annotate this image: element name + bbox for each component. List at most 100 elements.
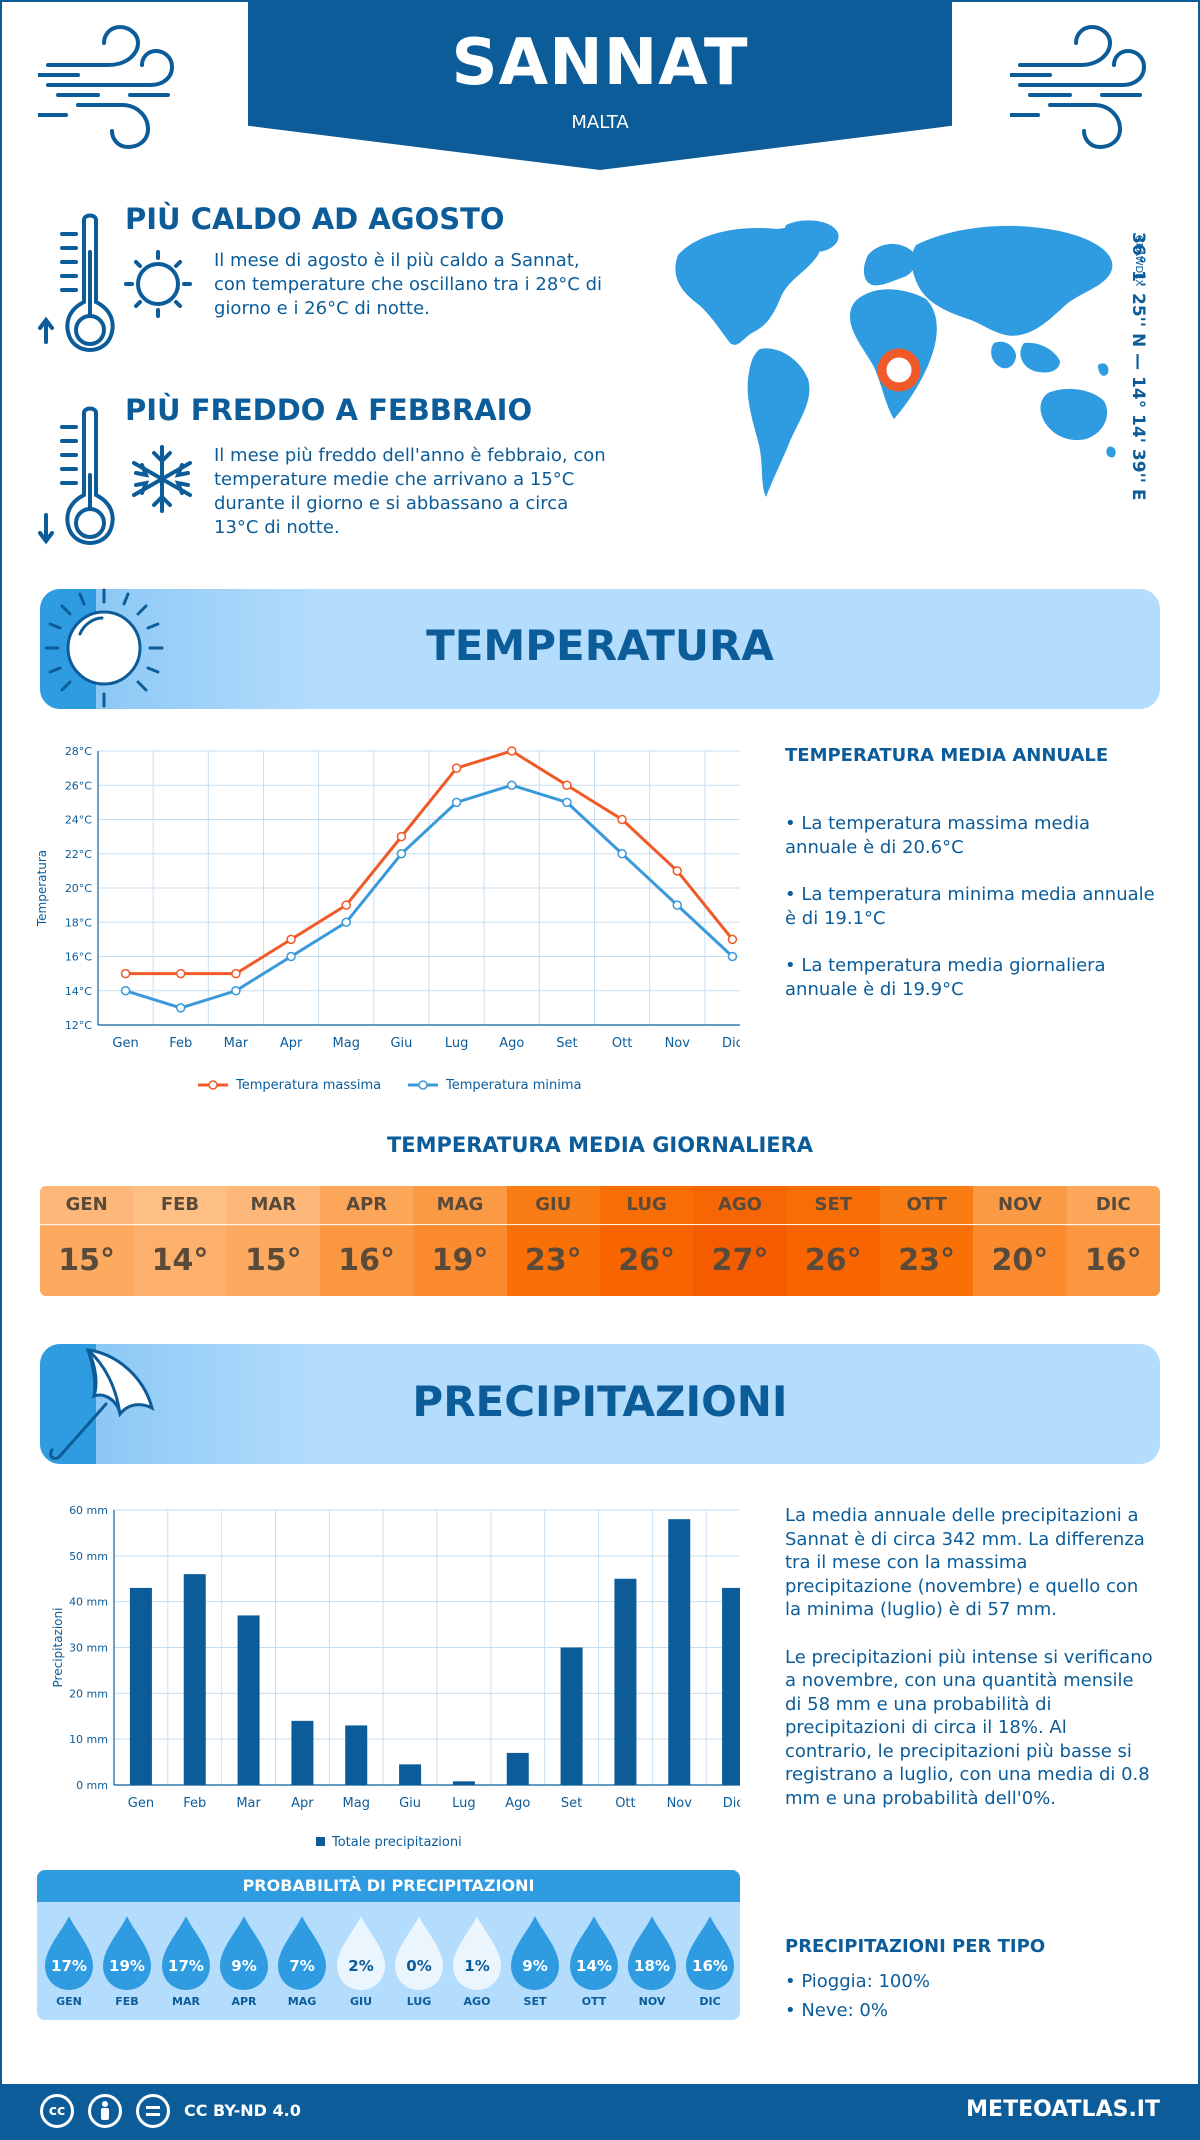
y-tick-label: 10 mm	[69, 1733, 108, 1746]
drop-icon	[45, 1916, 93, 1990]
precipitation-bar	[237, 1615, 260, 1785]
probability-month: DIC	[700, 1995, 721, 2006]
x-tick-label: Ott	[615, 1796, 635, 1811]
sun-icon	[44, 588, 164, 708]
country-subtitle: MALTA	[571, 112, 629, 133]
max-temperature-point	[672, 866, 682, 876]
daily-month-label: AGO	[693, 1186, 787, 1224]
daily-temperature-value: 26°	[599, 1226, 694, 1296]
drop-icon	[278, 1916, 327, 1990]
drop-icon	[161, 1916, 210, 1990]
daily-temperature-cell: LUG 26°	[599, 1186, 694, 1296]
y-tick-label: 50 mm	[69, 1550, 108, 1563]
daily-temperature-value: 16°	[1066, 1226, 1160, 1296]
drop-icon	[394, 1916, 443, 1990]
daily-temperature-cell: FEB 14°	[133, 1186, 227, 1296]
min-temperature-point	[176, 1003, 186, 1013]
probability-month: LUG	[407, 1995, 432, 2006]
probability-month: GEN	[56, 1995, 82, 2006]
x-tick-label: Gen	[112, 1036, 138, 1051]
max-temperature-point	[727, 934, 738, 945]
y-tick-label: 14°C	[65, 985, 92, 998]
temperature-chart: 12°C 14°C 16°C 18°C 20°C 22°C 24°C 26°C 28°C Gen F…	[35, 745, 740, 1093]
max-temperature-point	[562, 780, 572, 790]
wind-icon	[38, 25, 175, 150]
no-derivatives-icon	[136, 2094, 170, 2128]
daily-temperature-cell: AGO 27°	[693, 1186, 787, 1296]
max-temperature-point	[286, 934, 296, 945]
precipitation-bar	[129, 1587, 152, 1785]
daily-month-label: APR	[319, 1186, 414, 1224]
drop-icon	[103, 1916, 152, 1990]
legend-precipitation: Totale precipitazioni	[331, 1835, 462, 1850]
daily-temperature-value: 26°	[786, 1226, 880, 1296]
precipitation-probability-box: PROBABILITÀ DI PRECIPITAZIONI 17% GEN 19% F…	[37, 1870, 740, 2020]
y-tick-label: 30 mm	[69, 1642, 108, 1655]
legend-marker	[208, 1080, 218, 1090]
daily-temperature-cell: GEN 15°	[40, 1186, 134, 1296]
temp-fact-avg: • La temperatura media giornaliera annua…	[785, 955, 1106, 1000]
y-tick-label: 20°C	[65, 882, 92, 895]
precipitation-bar	[722, 1587, 740, 1785]
daily-temperature-value: 15°	[226, 1226, 320, 1296]
daily-month-label: NOV	[973, 1186, 1067, 1224]
precipitation-bar	[506, 1752, 529, 1785]
precipitation-text-2: Le precipitazioni più intense si verific…	[785, 1646, 1153, 1809]
daily-temperature-value: 23°	[506, 1226, 600, 1296]
coldest-title: PIÙ FREDDO A FEBBRAIO	[125, 393, 533, 427]
umbrella-rain-icon	[49, 1348, 155, 1460]
daily-month-label: OTT	[879, 1186, 974, 1224]
probability-drop: 16% DIC	[686, 1916, 735, 2006]
x-tick-label: Gen	[128, 1796, 154, 1811]
y-tick-label: 60 mm	[69, 1504, 108, 1517]
daily-temperature-value: 19°	[413, 1226, 507, 1296]
daily-temperature-cell: DIC 16°	[1066, 1186, 1160, 1296]
max-temperature-point	[341, 900, 351, 910]
min-temperature-point	[617, 849, 627, 859]
min-temperature-point	[286, 951, 296, 962]
temperature-side-title: TEMPERATURA MEDIA ANNUALE	[785, 745, 1109, 766]
x-tick-label: Mag	[343, 1796, 370, 1811]
thermometer-hot-icon	[38, 213, 192, 352]
y-tick-label: 28°C	[65, 745, 92, 758]
probability-value: 0%	[406, 1957, 431, 1975]
max-temperature-point	[451, 763, 462, 773]
x-tick-label: Mar	[224, 1036, 249, 1051]
probability-value: 9%	[231, 1957, 256, 1975]
probability-drop: 0% LUG	[394, 1916, 443, 2006]
max-temperature-point	[120, 968, 131, 979]
y-tick-label: 20 mm	[69, 1687, 108, 1700]
drop-icon	[569, 1916, 618, 1990]
x-tick-label: Feb	[183, 1796, 206, 1811]
x-tick-label: Lug	[452, 1796, 476, 1811]
x-tick-label: Giu	[390, 1036, 412, 1051]
min-temperature-point	[341, 917, 351, 927]
daily-temperature-cell: SET 26°	[786, 1186, 880, 1296]
max-temperature-point	[617, 814, 627, 825]
x-tick-label: Apr	[280, 1036, 303, 1051]
probability-drop: 18% NOV	[628, 1916, 676, 2006]
site-link[interactable]: METEOATLAS.IT	[966, 2097, 1160, 2122]
y-tick-label: 40 mm	[69, 1596, 108, 1609]
x-tick-label: Apr	[291, 1796, 314, 1811]
drop-icon	[219, 1916, 268, 1990]
legend-max: Temperatura massima	[235, 1078, 381, 1093]
daily-month-label: SET	[786, 1186, 880, 1224]
precipitation-section-title: PRECIPITAZIONI	[412, 1377, 788, 1426]
probability-drop: 19% FEB	[103, 1916, 152, 2006]
daily-temperature-value: 14°	[133, 1226, 227, 1296]
location-marker-icon	[877, 348, 921, 392]
precipitation-section-band	[40, 1344, 1160, 1464]
daily-temperature-title: TEMPERATURA MEDIA GIORNALIERA	[386, 1133, 814, 1157]
license-text: CC BY-ND 4.0	[184, 2101, 301, 2120]
daily-temperature-value: 15°	[40, 1226, 134, 1296]
x-tick-label: Giu	[399, 1796, 421, 1811]
probability-drop: 17% MAR	[161, 1916, 210, 2006]
probability-month: OTT	[581, 1995, 606, 2006]
x-tick-label: Mag	[333, 1036, 360, 1051]
probability-drop: 17% GEN	[45, 1916, 93, 2006]
probability-month: SET	[524, 1995, 547, 2006]
probability-value: 17%	[51, 1957, 87, 1975]
drop-icon	[336, 1916, 385, 1990]
daily-temperature-value: 20°	[973, 1226, 1067, 1296]
